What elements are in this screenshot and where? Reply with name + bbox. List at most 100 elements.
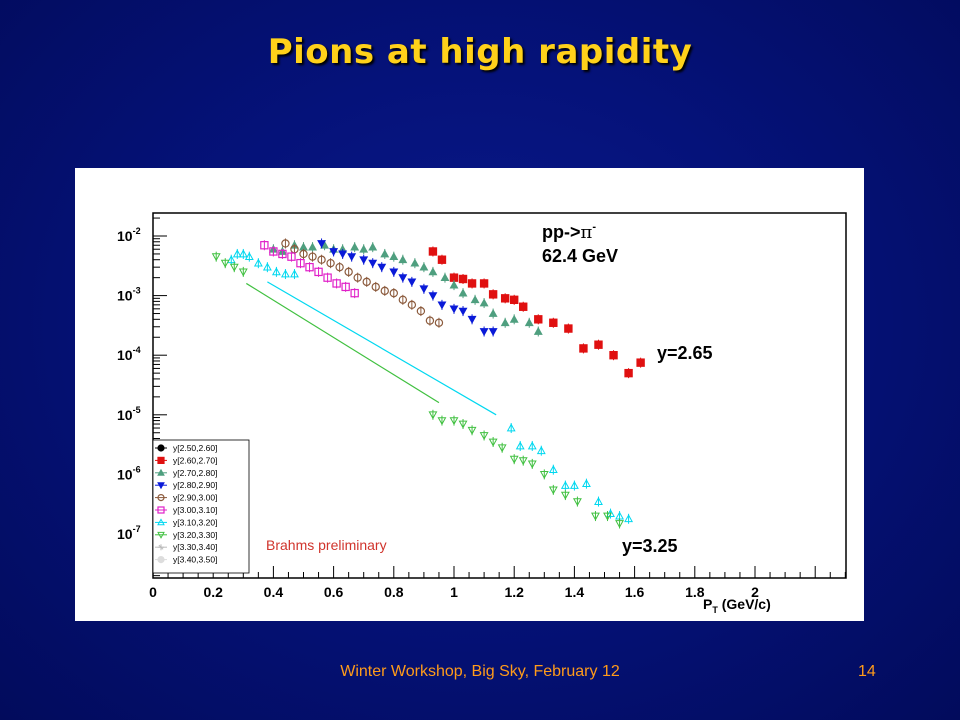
legend-label: y[3.30,3.40] — [173, 542, 217, 552]
data-point — [515, 441, 525, 450]
data-point — [290, 269, 299, 278]
data-point — [534, 315, 543, 324]
data-point — [329, 248, 339, 257]
data-point — [323, 273, 332, 282]
legend-label: y[3.10,3.20] — [173, 517, 217, 527]
data-point — [398, 255, 408, 264]
data-point — [299, 249, 308, 259]
data-point — [519, 302, 528, 311]
data-point — [410, 258, 420, 267]
data-point — [527, 441, 537, 450]
data-point — [238, 268, 248, 277]
data-point — [488, 308, 498, 317]
data-point — [458, 274, 468, 284]
data-point — [416, 306, 426, 316]
y-tick-label: 10-4 — [117, 345, 141, 363]
rapidity-top-label: y=2.65 — [657, 343, 713, 363]
data-point — [377, 263, 387, 272]
x-tick-label: 0.4 — [264, 584, 284, 600]
x-tick-label: 1 — [450, 584, 458, 600]
legend-marker — [157, 531, 165, 539]
x-axis-label: PT (GeV/c) — [703, 596, 771, 615]
x-tick-labels: 0 0.2 0.4 0.6 0.8 1 1.2 1.4 1.6 1.8 2 — [149, 584, 759, 600]
legend-label: y[2.50,2.60] — [173, 443, 217, 453]
legend-marker — [157, 518, 165, 526]
data-point — [347, 253, 357, 262]
data-point — [437, 417, 447, 426]
data-point — [287, 252, 296, 261]
page-number: 14 — [858, 663, 876, 680]
data-point — [479, 279, 489, 288]
data-point — [437, 301, 447, 310]
rapidity-bottom-label: y=3.25 — [622, 536, 678, 556]
data-point — [548, 465, 558, 474]
data-point — [591, 512, 600, 521]
data-point — [560, 491, 570, 500]
data-point — [479, 298, 489, 307]
data-point — [341, 282, 350, 292]
legend-marker — [158, 544, 164, 551]
data-point — [398, 274, 408, 283]
data-point — [467, 315, 477, 324]
data-point — [326, 258, 335, 268]
legend-label: y[2.80,2.90] — [173, 480, 217, 490]
plot-panel: 0 0.2 0.4 0.6 0.8 1 1.2 1.4 1.6 1.8 2 10-2 10-3 10-4… — [75, 168, 864, 621]
data-point — [368, 242, 378, 251]
x-tick-label: 0.6 — [324, 584, 344, 600]
x-tick-label: 0.8 — [384, 584, 404, 600]
x-tick-label: 1.4 — [565, 584, 585, 600]
data-point — [624, 368, 633, 378]
data-point — [428, 292, 438, 301]
data-point — [527, 460, 537, 469]
data-point — [380, 249, 390, 258]
data-point — [359, 244, 369, 253]
data-point — [296, 258, 305, 268]
data-point — [479, 328, 489, 337]
data-point — [335, 262, 344, 272]
data-point — [533, 326, 543, 335]
data-point — [338, 250, 348, 259]
data-point — [458, 420, 468, 429]
fit-line — [267, 281, 497, 416]
data-point — [280, 269, 290, 278]
data-point — [238, 249, 248, 258]
x-tick-label: 1.2 — [504, 584, 524, 600]
series-group — [317, 238, 498, 337]
data-point — [407, 278, 417, 287]
data-point — [458, 307, 468, 316]
data-point — [308, 252, 317, 261]
data-point — [362, 277, 371, 287]
x-tick-label: 1.6 — [625, 584, 645, 600]
data-point — [281, 239, 290, 248]
data-point — [549, 318, 558, 327]
reaction-label: pp->π- — [542, 221, 596, 243]
legend-label: y[2.70,2.80] — [173, 468, 217, 478]
data-point — [419, 285, 429, 294]
preliminary-label: Brahms preliminary — [266, 537, 387, 553]
legend-entries: y[2.50,2.60] y[2.60,2.70] y[2.70,2.80] y[2.… — [155, 443, 217, 565]
legend-marker — [157, 506, 165, 514]
legend-label: y[2.90,3.00] — [173, 493, 217, 503]
data-point — [509, 314, 519, 323]
data-point — [226, 255, 236, 264]
data-point — [560, 480, 570, 489]
legend-label: y[3.20,3.30] — [173, 530, 217, 540]
legend-box — [152, 439, 250, 574]
data-point — [539, 471, 549, 480]
data-point — [615, 520, 624, 529]
legend-label: y[3.40,3.50] — [173, 555, 217, 565]
energy-label: 62.4 GeV — [542, 246, 618, 266]
x-tick-label: 2 — [751, 584, 759, 600]
data-point — [389, 288, 398, 298]
data-point — [389, 252, 399, 261]
data-point — [500, 318, 510, 327]
data-point — [458, 288, 468, 297]
data-point — [437, 255, 447, 264]
data-markers — [211, 238, 645, 529]
series-group — [268, 240, 543, 337]
series-group — [226, 248, 634, 524]
data-point — [220, 259, 230, 268]
data-point — [278, 249, 287, 259]
data-point — [479, 432, 489, 441]
data-point — [419, 262, 429, 271]
